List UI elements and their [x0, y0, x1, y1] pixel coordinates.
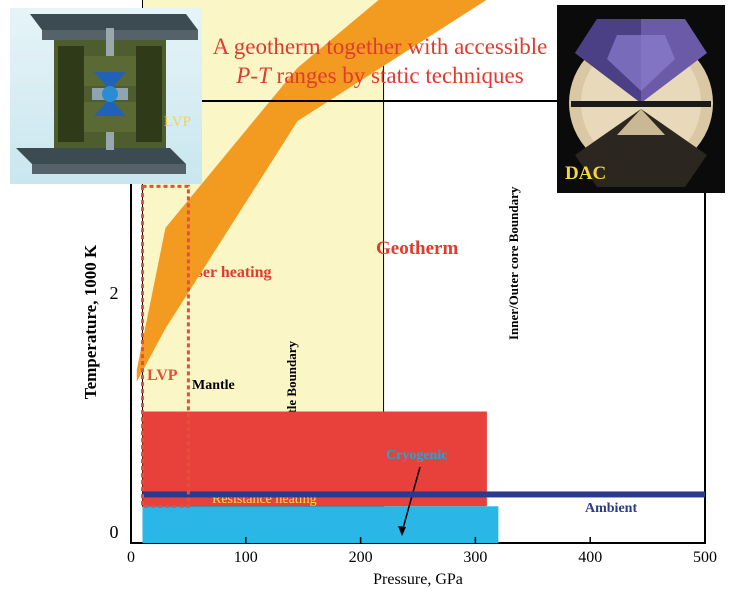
lvp-image-label: LVP — [164, 114, 191, 130]
lvp-press-apparatus-image: LVP — [10, 8, 202, 184]
lvp-region-label: LVP — [147, 367, 178, 384]
y-tick-label: 2 — [110, 283, 119, 303]
title-line-2-rest: ranges by static techniques — [270, 63, 524, 88]
inner-outer-core-boundary-label: Inner/Outer core Boundary — [506, 186, 521, 340]
dac-image-label: DAC — [565, 163, 607, 184]
cryogenic-region — [142, 506, 499, 543]
mantle-label: Mantle — [192, 378, 235, 393]
cryogenic-arrowhead — [398, 526, 406, 536]
x-tick-label: 500 — [693, 549, 717, 566]
x-tick-label: 300 — [463, 549, 487, 566]
y-tick-label: 0 — [110, 522, 119, 542]
x-tick-label: 0 — [127, 549, 135, 566]
x-tick-label: 400 — [578, 549, 602, 566]
ambient-line — [142, 491, 706, 498]
cryogenic-arrow — [401, 466, 421, 533]
x-axis-label: Pressure, GPa — [373, 571, 463, 588]
ambient-label: Ambient — [585, 501, 637, 516]
title-line-1: A geotherm together with accessible — [212, 34, 548, 59]
geotherm-label: Geotherm — [376, 238, 458, 259]
cryogenic-label: Cryogenic — [386, 448, 447, 463]
diamond-anvil-cell-image: DAC — [557, 5, 725, 193]
x-axis-ticks: 0 100 200 300 400 500 — [127, 537, 717, 566]
resistance-heating-region — [142, 411, 487, 507]
x-tick-label: 200 — [349, 549, 373, 566]
title-pt-italic: P-T — [236, 63, 271, 88]
x-tick-label: 100 — [234, 549, 258, 566]
title-line-2: P-T ranges by static techniques — [150, 62, 610, 90]
y-axis-label: Temperature, 1000 K — [81, 244, 100, 399]
geotherm-band — [136, 0, 487, 382]
lvp-region — [140, 184, 190, 508]
